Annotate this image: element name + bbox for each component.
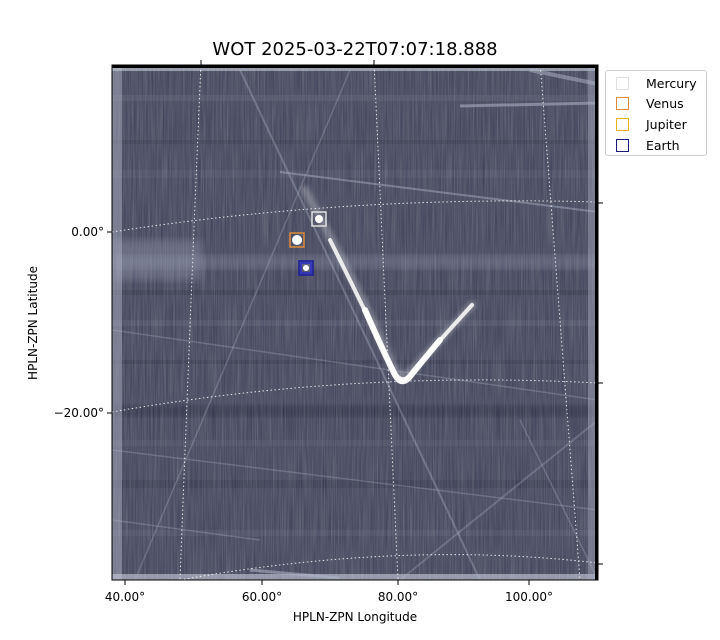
x-tick-label: 100.00° [505, 590, 553, 604]
comet-trail [301, 186, 476, 385]
x-axis-label: HPLN-ZPN Longitude [293, 610, 417, 624]
figure-title: WOT 2025-03-22T07:07:18.888 [212, 39, 498, 60]
y-axis-label: HPLN-ZPN Latitude [26, 266, 40, 380]
y-tick-label: 0.00° [71, 225, 104, 239]
planet-markers [289, 211, 327, 276]
mercury-swatch-icon [616, 76, 629, 90]
legend-label: Earth [646, 137, 680, 153]
earth-marker-inner [300, 262, 312, 274]
jupiter-swatch-icon [616, 117, 629, 131]
image-noise [112, 65, 598, 580]
legend-item-jupiter: Jupiter [616, 115, 687, 133]
legend-label: Mercury [646, 75, 697, 91]
ticks [107, 60, 603, 585]
coordinate-grid [112, 65, 598, 580]
mercury-marker [311, 211, 327, 227]
x-tick-label: 60.00° [242, 590, 282, 604]
image-panel [112, 65, 598, 580]
axes-frame-top [112, 65, 598, 68]
venus-marker [289, 232, 305, 248]
earth-marker [298, 260, 314, 276]
venus-swatch-icon [616, 96, 629, 110]
legend-item-earth: Earth [616, 136, 680, 154]
planet-dots [292, 215, 323, 271]
x-tick-label: 40.00° [105, 590, 145, 604]
legend-label: Venus [646, 95, 684, 111]
legend-item-venus: Venus [616, 94, 684, 112]
earth-swatch-icon [616, 138, 629, 152]
legend-label: Jupiter [646, 116, 687, 132]
legend: Mercury Venus Jupiter Earth [605, 70, 707, 156]
y-tick-label: −20.00° [54, 406, 104, 420]
axes-frame-right [595, 65, 598, 580]
streaks [112, 68, 598, 580]
legend-item-mercury: Mercury [616, 74, 697, 92]
x-tick-label: 80.00° [378, 590, 418, 604]
